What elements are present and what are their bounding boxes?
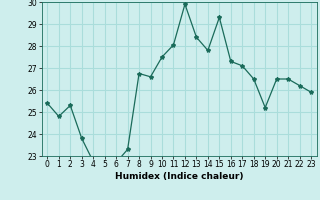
X-axis label: Humidex (Indice chaleur): Humidex (Indice chaleur)	[115, 172, 244, 181]
